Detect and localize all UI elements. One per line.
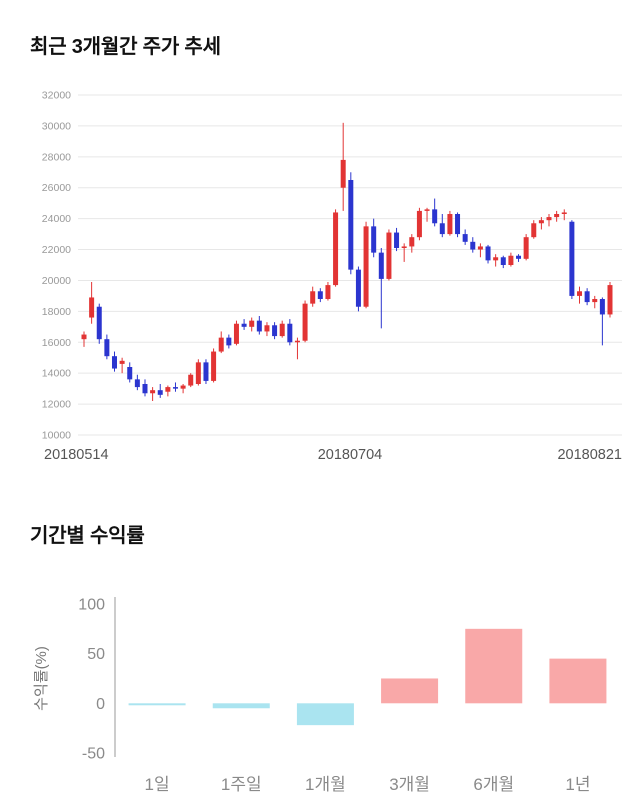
price-trend-title: 최근 3개월간 주가 추세 [30,36,221,58]
svg-text:24000: 24000 [42,213,71,225]
svg-text:20180821: 20180821 [557,447,622,463]
svg-text:6개월: 6개월 [473,775,514,794]
svg-text:12000: 12000 [42,399,71,411]
svg-text:30000: 30000 [42,120,71,132]
price-candlestick-chart: 32000 30000 28000 26000 24000 22000 20000 18000… [42,90,622,463]
svg-text:수익률(%): 수익률(%) [33,646,50,711]
svg-text:14000: 14000 [42,368,71,380]
svg-text:26000: 26000 [42,182,71,194]
svg-text:22000: 22000 [42,244,71,256]
svg-text:0: 0 [96,696,105,713]
returns-title: 기간별 수익률 [30,525,145,547]
svg-text:10000: 10000 [42,430,71,442]
svg-text:1주일: 1주일 [221,775,262,794]
svg-text:50: 50 [87,646,105,663]
svg-text:3개월: 3개월 [389,775,430,794]
svg-text:1개월: 1개월 [305,775,346,794]
svg-text:20180514: 20180514 [44,447,109,463]
svg-text:28000: 28000 [42,151,71,163]
svg-text:20180704: 20180704 [318,447,383,463]
returns-bar-chart: 100 50 0 -50 1일 1주일 1개월 3개월 6개월 1년 수익률(%) [33,597,607,794]
svg-text:20000: 20000 [42,275,71,287]
svg-text:-50: -50 [82,745,105,762]
svg-text:1년: 1년 [565,775,590,794]
svg-text:100: 100 [78,597,105,614]
svg-text:18000: 18000 [42,306,71,318]
svg-text:32000: 32000 [42,90,71,102]
svg-text:1일: 1일 [145,775,170,794]
svg-text:16000: 16000 [42,337,71,349]
